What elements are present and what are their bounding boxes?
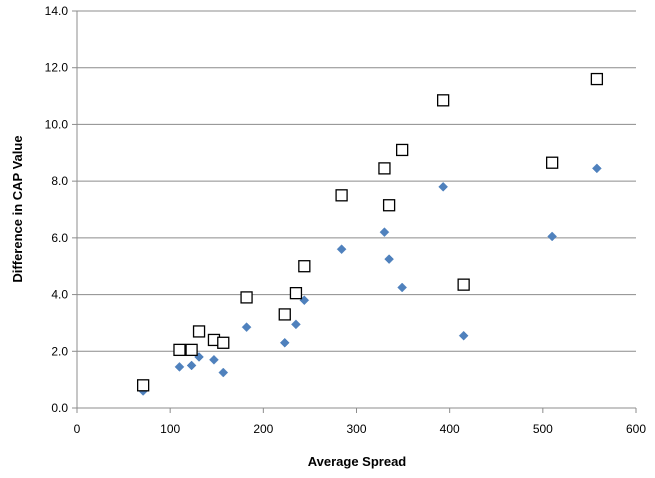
series-0-diamond-point (397, 282, 408, 293)
series-1-square-point (378, 162, 391, 175)
y-tick-label: 4.0 (51, 288, 68, 302)
grid-layer (77, 10, 636, 352)
series-0-diamond-point (379, 227, 390, 238)
series-1-square-point (217, 336, 230, 349)
x-tick-labels: 0 100 200 300 400 500 600 (74, 422, 647, 436)
series-0-diamond-point (241, 322, 252, 333)
y-tick-label: 6.0 (51, 231, 68, 245)
series-0-diamond-point (336, 244, 347, 255)
x-axis-title: Average Spread (308, 454, 407, 469)
series-1-square-point (136, 379, 150, 392)
series-1-square-point (278, 308, 291, 321)
series-1-square-point (192, 325, 206, 338)
x-tick-label: 0 (74, 422, 81, 436)
series-0-diamond-point (218, 367, 229, 378)
x-tick-label: 400 (440, 422, 460, 436)
x-tick-label: 500 (533, 422, 553, 436)
x-tick-label: 300 (346, 422, 366, 436)
y-axis-title: Difference in CAP Value (10, 135, 25, 282)
series-1-square-point (240, 291, 253, 304)
series-0-diamond-point (291, 319, 301, 330)
y-tick-label: 0.0 (51, 401, 68, 415)
series-0-diamond-point (186, 360, 197, 371)
series-0-diamond-point (279, 337, 290, 348)
x-tick-label: 600 (626, 422, 646, 436)
series-1-square-point (298, 260, 311, 273)
series-1-square-point (185, 343, 198, 357)
y-tick-labels: 0.0 2.0 4.0 6.0 8.0 10.0 12.0 14.0 (45, 4, 69, 415)
series-0-diamond-point (384, 254, 394, 264)
series-0-diamond-point (438, 181, 448, 192)
series-1-square-point (173, 343, 186, 357)
series-1-square-point (396, 143, 409, 157)
y-tick-label: 14.0 (45, 4, 69, 18)
y-tick-label: 10.0 (45, 117, 69, 131)
series-0-diamond-point (547, 231, 558, 242)
series-1-square-point (335, 189, 348, 202)
axis-layer (72, 10, 637, 413)
series-0-diamond-point (458, 330, 469, 341)
x-tick-label: 200 (253, 422, 273, 436)
y-tick-label: 2.0 (51, 344, 68, 358)
y-tick-label: 8.0 (51, 174, 68, 188)
series-0-diamond-point (174, 362, 185, 372)
data-points (136, 72, 604, 396)
series-1-square-point (382, 199, 396, 212)
y-tick-label: 12.0 (45, 61, 69, 75)
series-1-square-point (457, 278, 470, 291)
series-1-square-point (590, 72, 604, 86)
series-1-square-point (289, 287, 303, 300)
series-1-square-point (546, 156, 559, 169)
series-1-square-point (436, 94, 450, 107)
series-0-diamond-point (592, 163, 602, 174)
series-0-diamond-point (209, 354, 219, 365)
x-tick-label: 100 (160, 422, 180, 436)
